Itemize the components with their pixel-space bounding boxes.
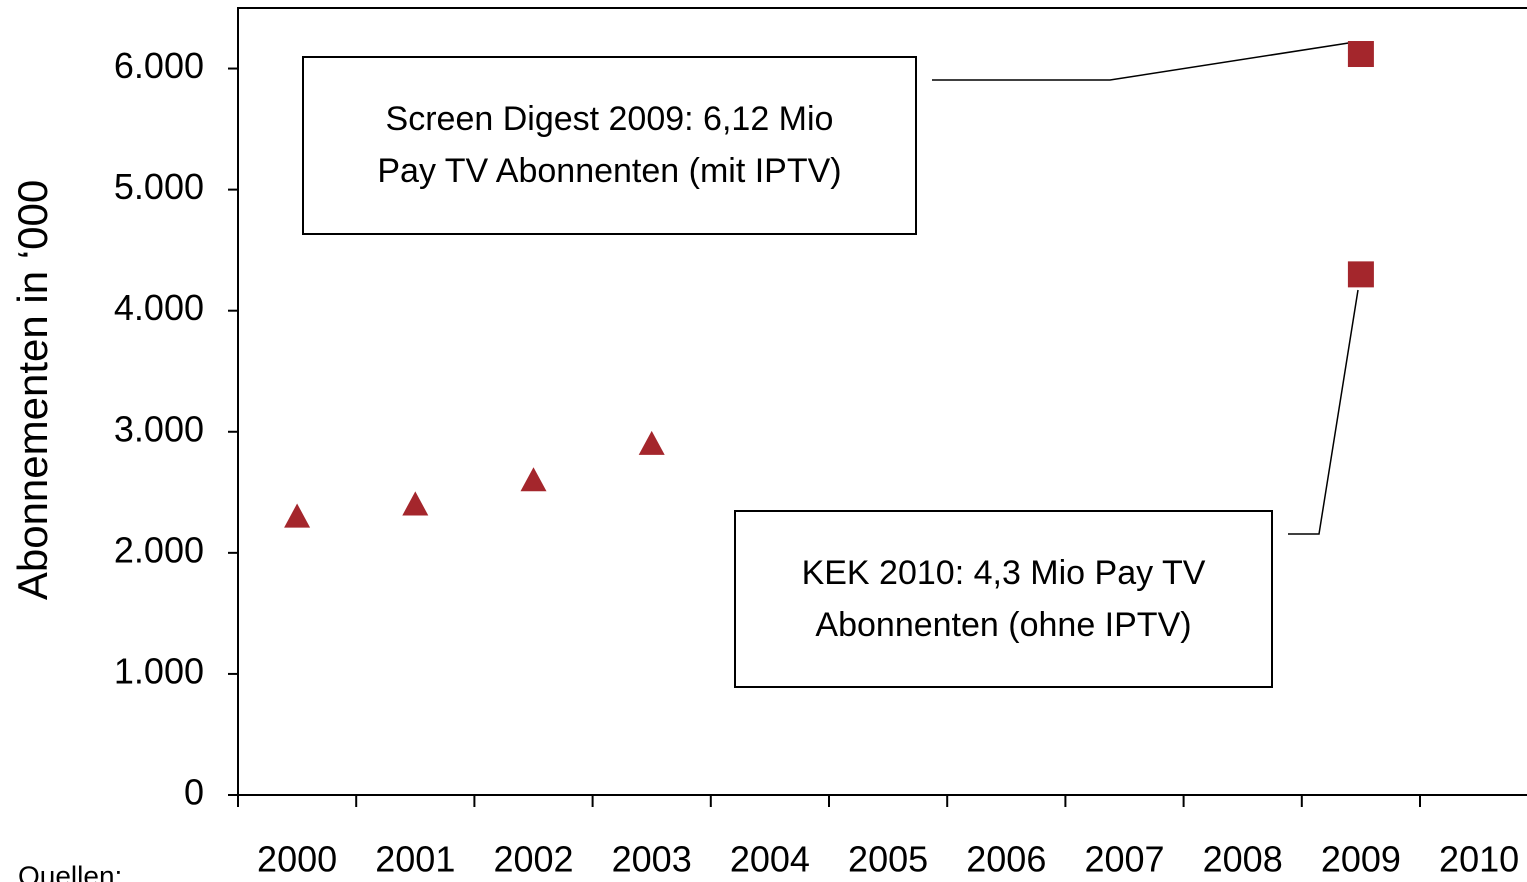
y-tick-label: 3.000 [114,408,204,449]
annotation-text: KEK 2010: 4,3 Mio Pay TV [802,554,1206,592]
y-tick-label: 6.000 [114,45,204,86]
marker [1347,261,1374,288]
y-tick-label: 5.000 [114,166,204,207]
y-tick-label: 0 [184,772,204,813]
marker [1347,41,1374,68]
y-axis-label: Abonnementen in ‘000 [9,180,56,600]
annotation-text: Pay TV Abonnenten (mit IPTV) [377,152,841,190]
x-tick-label: 2008 [1203,839,1283,880]
x-tick-label: 2009 [1321,839,1401,880]
plot-area [237,7,1527,796]
x-tick-label: 2002 [493,839,573,880]
x-tick-label: 2003 [612,839,692,880]
marker [520,467,547,492]
y-tick-label: 1.000 [114,650,204,691]
annotation-text: Abonnenten (ohne IPTV) [815,606,1191,644]
marker [402,491,429,516]
x-tick-label: 2000 [257,839,337,880]
y-tick-label: 2.000 [114,529,204,570]
annotation-text: Screen Digest 2009: 6,12 Mio [386,100,834,138]
annotation-box [302,56,917,235]
marker [638,430,665,455]
annotation-box [734,510,1273,688]
x-tick-label: 2001 [375,839,455,880]
x-tick-label: 2004 [730,839,810,880]
annotation-leader [1288,289,1359,535]
x-tick-label: 2007 [1084,839,1164,880]
x-tick-label: 2005 [848,839,928,880]
source-label: Quellen: [18,860,122,882]
y-tick-label: 4.000 [114,287,204,328]
annotation-leader [932,41,1356,81]
x-tick-label: 2010 [1439,839,1519,880]
marker [284,503,311,528]
x-tick-label: 2006 [966,839,1046,880]
